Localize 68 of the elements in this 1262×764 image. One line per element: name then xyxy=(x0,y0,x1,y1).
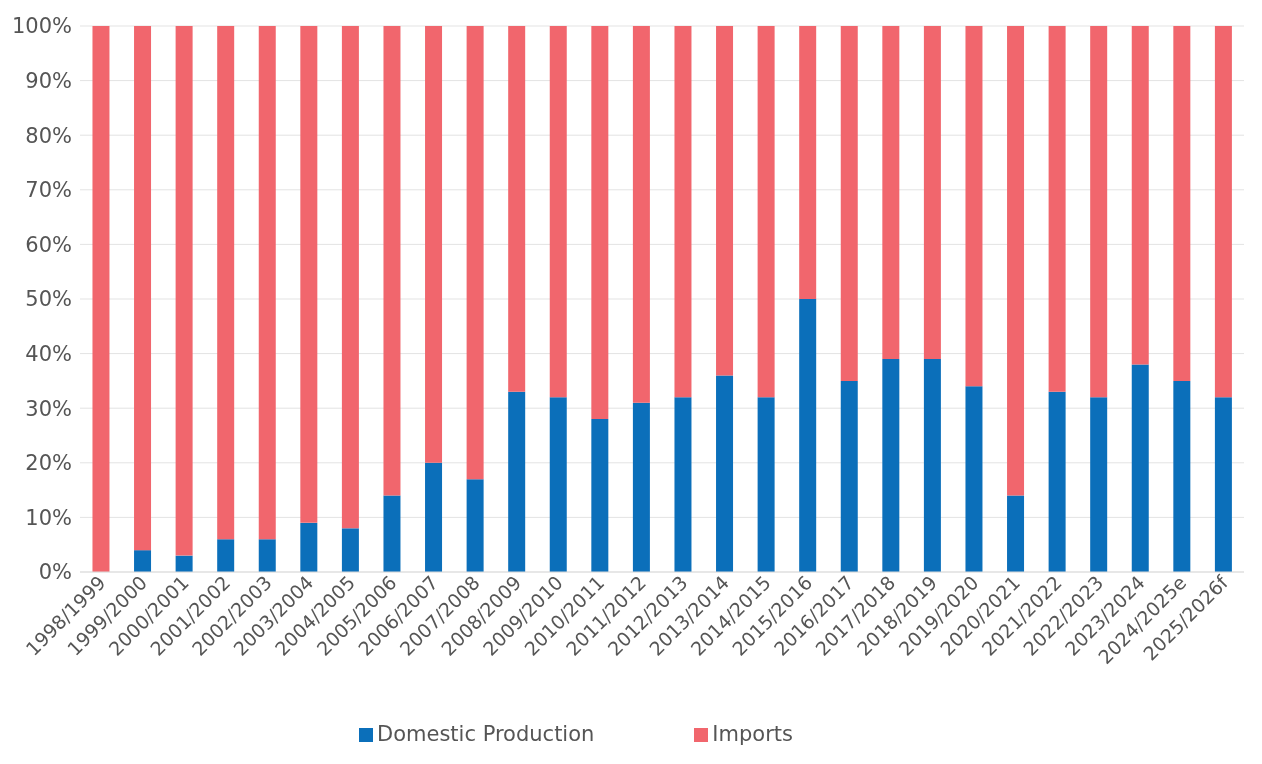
bar xyxy=(840,26,858,381)
bar xyxy=(175,26,193,556)
bar xyxy=(1173,26,1191,381)
y-tick-label: 90% xyxy=(25,69,72,94)
bar xyxy=(92,26,110,572)
bar xyxy=(383,495,401,572)
bar xyxy=(632,402,650,572)
y-tick-label: 10% xyxy=(25,505,72,530)
bar xyxy=(1214,26,1232,398)
bar xyxy=(716,26,734,376)
bar xyxy=(674,397,692,572)
legend-label: Imports xyxy=(712,722,793,746)
y-tick-label: 70% xyxy=(25,178,72,203)
bar xyxy=(217,26,235,540)
bar xyxy=(1090,26,1108,398)
bar xyxy=(134,550,152,572)
bar xyxy=(1007,495,1025,572)
bar xyxy=(1131,26,1149,365)
bar xyxy=(591,419,609,572)
bar xyxy=(466,26,484,480)
bar xyxy=(632,26,650,403)
y-tick-label: 60% xyxy=(25,232,72,257)
bar xyxy=(882,359,900,572)
bar xyxy=(882,26,900,360)
bar xyxy=(341,26,359,529)
bar xyxy=(258,539,276,572)
bar xyxy=(1090,397,1108,572)
bar xyxy=(341,528,359,572)
bar xyxy=(674,26,692,398)
bar xyxy=(923,359,941,572)
bar xyxy=(591,26,609,420)
bar xyxy=(383,26,401,496)
bar xyxy=(508,26,526,392)
bar xyxy=(1048,26,1066,392)
y-tick-label: 0% xyxy=(38,560,72,585)
bar xyxy=(134,26,152,551)
bar xyxy=(757,26,775,398)
bar xyxy=(258,26,276,540)
bar xyxy=(300,522,318,572)
bar xyxy=(923,26,941,360)
y-tick-label: 50% xyxy=(25,287,72,312)
bar xyxy=(716,375,734,572)
bar xyxy=(217,539,235,572)
bar xyxy=(425,462,443,572)
bar xyxy=(1214,397,1232,572)
y-tick-label: 100% xyxy=(11,14,72,39)
bar xyxy=(466,479,484,572)
legend-label: Domestic Production xyxy=(377,722,595,746)
y-tick-label: 20% xyxy=(25,451,72,476)
bar xyxy=(1007,26,1025,496)
bar xyxy=(1131,364,1149,572)
y-tick-label: 30% xyxy=(25,396,72,421)
bar xyxy=(175,555,193,572)
bar xyxy=(840,380,858,572)
bar xyxy=(1048,391,1066,572)
bar xyxy=(1173,380,1191,572)
bar xyxy=(508,391,526,572)
bar xyxy=(300,26,318,523)
bar xyxy=(549,397,567,572)
bar xyxy=(425,26,443,463)
bar xyxy=(965,386,983,572)
y-tick-label: 40% xyxy=(25,342,72,367)
bar xyxy=(757,397,775,572)
bar xyxy=(549,26,567,398)
bar xyxy=(965,26,983,387)
bar xyxy=(799,299,817,572)
y-tick-label: 80% xyxy=(25,123,72,148)
bar xyxy=(799,26,817,299)
